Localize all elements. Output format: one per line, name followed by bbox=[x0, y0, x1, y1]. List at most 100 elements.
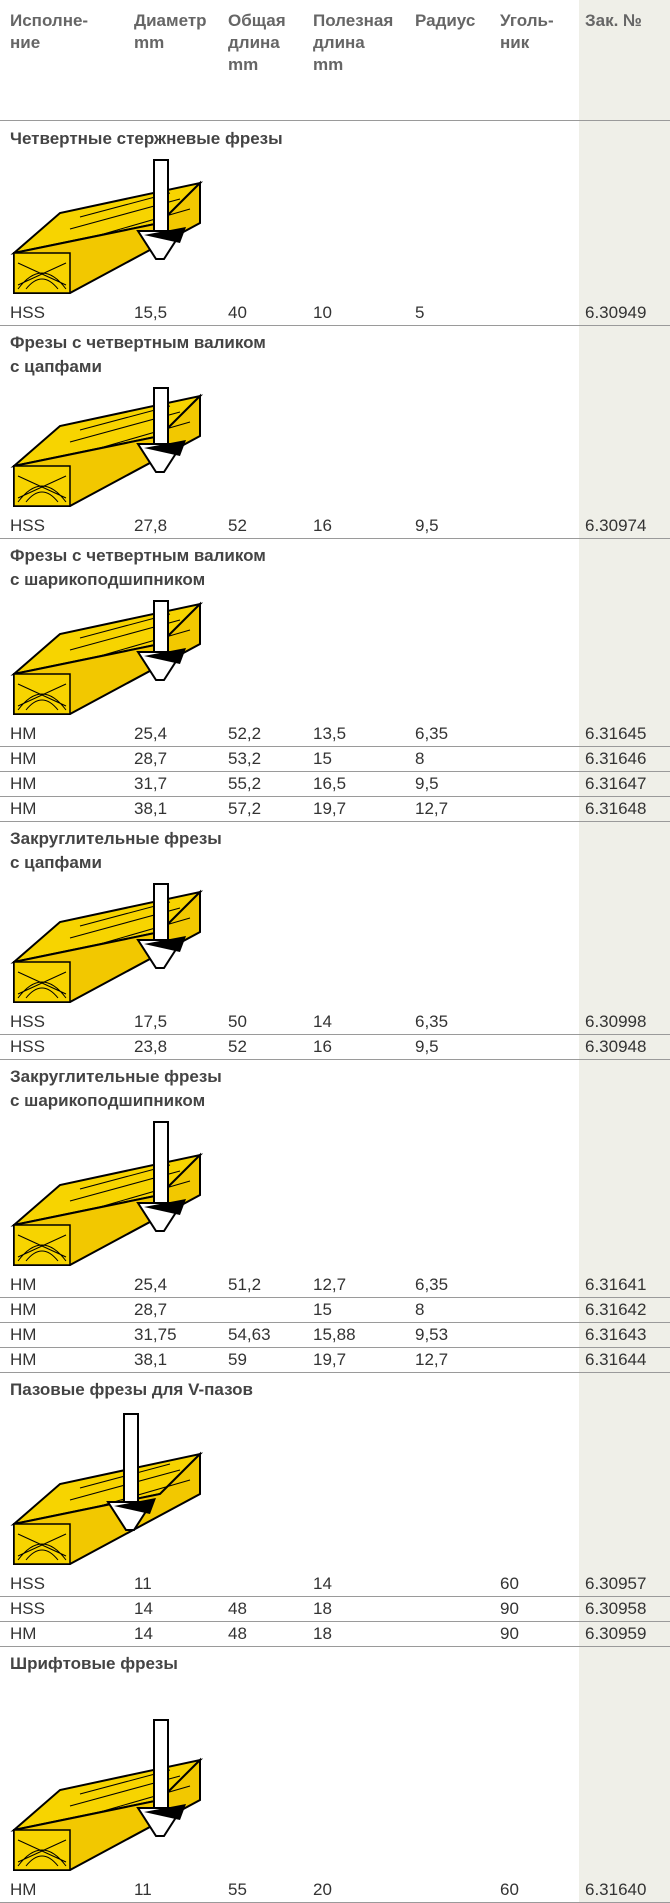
cell: 14 bbox=[313, 1011, 332, 1033]
section-title: с шарикоподшипником bbox=[10, 1090, 205, 1112]
cell: HSS bbox=[10, 1598, 45, 1620]
section-title: Фрезы с четвертным валиком bbox=[10, 332, 266, 354]
header-cell: длина bbox=[313, 32, 365, 54]
row-rule bbox=[0, 325, 670, 326]
cell: 38,1 bbox=[134, 798, 167, 820]
cell: 59 bbox=[228, 1349, 247, 1371]
cell: 57,2 bbox=[228, 798, 261, 820]
header-cell: ние bbox=[10, 32, 40, 54]
row-rule bbox=[0, 1322, 670, 1323]
header-cell: mm bbox=[228, 54, 258, 76]
cell: 15 bbox=[313, 1299, 332, 1321]
cell: HM bbox=[10, 798, 36, 820]
cell: 6.31644 bbox=[585, 1349, 646, 1371]
cell: 51,2 bbox=[228, 1274, 261, 1296]
row-rule bbox=[0, 746, 670, 747]
tool-illustration bbox=[10, 597, 270, 722]
cell: 53,2 bbox=[228, 748, 261, 770]
cell: 16 bbox=[313, 515, 332, 537]
cell: 52 bbox=[228, 515, 247, 537]
section-title: с цапфами bbox=[10, 356, 102, 378]
cell: 19,7 bbox=[313, 1349, 346, 1371]
cell: 6.31648 bbox=[585, 798, 646, 820]
cell: 60 bbox=[500, 1573, 519, 1595]
section-title: Четвертные стержневые фрезы bbox=[10, 128, 283, 150]
row-rule bbox=[0, 771, 670, 772]
cell: 90 bbox=[500, 1623, 519, 1645]
row-rule bbox=[0, 796, 670, 797]
tool-illustration bbox=[10, 1681, 270, 1878]
cell: 8 bbox=[415, 1299, 424, 1321]
tool-illustration bbox=[10, 156, 270, 301]
cell: 6.31643 bbox=[585, 1324, 646, 1346]
cell: 48 bbox=[228, 1598, 247, 1620]
row-rule bbox=[0, 1372, 670, 1373]
cell: 6.31640 bbox=[585, 1879, 646, 1901]
cell: HM bbox=[10, 1879, 36, 1901]
cell: 18 bbox=[313, 1598, 332, 1620]
section-title: Шрифтовые фрезы bbox=[10, 1653, 178, 1675]
cell: 55 bbox=[228, 1879, 247, 1901]
cell: 9,5 bbox=[415, 515, 439, 537]
cell: HM bbox=[10, 1349, 36, 1371]
cell: HM bbox=[10, 1623, 36, 1645]
cell: 6.30949 bbox=[585, 302, 646, 324]
cell: 12,7 bbox=[313, 1274, 346, 1296]
section-title: с цапфами bbox=[10, 852, 102, 874]
cell: 20 bbox=[313, 1879, 332, 1901]
cell: 6.30974 bbox=[585, 515, 646, 537]
cell: 6.30957 bbox=[585, 1573, 646, 1595]
tool-illustration bbox=[10, 1118, 270, 1273]
row-rule bbox=[0, 1034, 670, 1035]
cell: 11 bbox=[134, 1573, 152, 1595]
cell: 14 bbox=[134, 1598, 153, 1620]
cell: 40 bbox=[228, 302, 247, 324]
header-cell: ник bbox=[500, 32, 529, 54]
section-title: Закруглительные фрезы bbox=[10, 828, 222, 850]
cell: 28,7 bbox=[134, 1299, 167, 1321]
cell: 6.30959 bbox=[585, 1623, 646, 1645]
cell: 50 bbox=[228, 1011, 247, 1033]
header-cell: Исполне- bbox=[10, 10, 88, 32]
cell: 6.30948 bbox=[585, 1036, 646, 1058]
cell: 5 bbox=[415, 302, 424, 324]
cell: HM bbox=[10, 748, 36, 770]
cell: 6,35 bbox=[415, 1011, 448, 1033]
cell: 31,75 bbox=[134, 1324, 177, 1346]
cell: 6.31646 bbox=[585, 748, 646, 770]
row-rule bbox=[0, 1596, 670, 1597]
page: {"table":{ "header":[["Исполне-","ние"],… bbox=[0, 0, 670, 1903]
cell: 54,63 bbox=[228, 1324, 271, 1346]
cell: 31,7 bbox=[134, 773, 167, 795]
row-rule bbox=[0, 1621, 670, 1622]
cell: HM bbox=[10, 1324, 36, 1346]
cell: 6.30958 bbox=[585, 1598, 646, 1620]
cell: HM bbox=[10, 1299, 36, 1321]
row-rule bbox=[0, 1059, 670, 1060]
cell: 10 bbox=[313, 302, 332, 324]
cell: 6.31641 bbox=[585, 1274, 646, 1296]
cell: 18 bbox=[313, 1623, 332, 1645]
cell: 6.31645 bbox=[585, 723, 646, 745]
cell: 55,2 bbox=[228, 773, 261, 795]
tool-illustration bbox=[10, 880, 270, 1010]
header-cell: Диаметр bbox=[134, 10, 207, 32]
cell: HSS bbox=[10, 302, 45, 324]
cell: HSS bbox=[10, 1011, 45, 1033]
header-cell: Уголь- bbox=[500, 10, 554, 32]
cell: 19,7 bbox=[313, 798, 346, 820]
section-title: Закруглительные фрезы bbox=[10, 1066, 222, 1088]
cell: 11 bbox=[134, 1879, 152, 1901]
cell: HSS bbox=[10, 515, 45, 537]
cell: 9,5 bbox=[415, 773, 439, 795]
cell: 12,7 bbox=[415, 798, 448, 820]
cell: 16 bbox=[313, 1036, 332, 1058]
cell: 6.31642 bbox=[585, 1299, 646, 1321]
row-rule bbox=[0, 1347, 670, 1348]
header-cell: длина bbox=[228, 32, 280, 54]
cell: 48 bbox=[228, 1623, 247, 1645]
cell: 6,35 bbox=[415, 1274, 448, 1296]
cell: 9,5 bbox=[415, 1036, 439, 1058]
header-cell: Общая bbox=[228, 10, 286, 32]
cell: 25,4 bbox=[134, 1274, 167, 1296]
